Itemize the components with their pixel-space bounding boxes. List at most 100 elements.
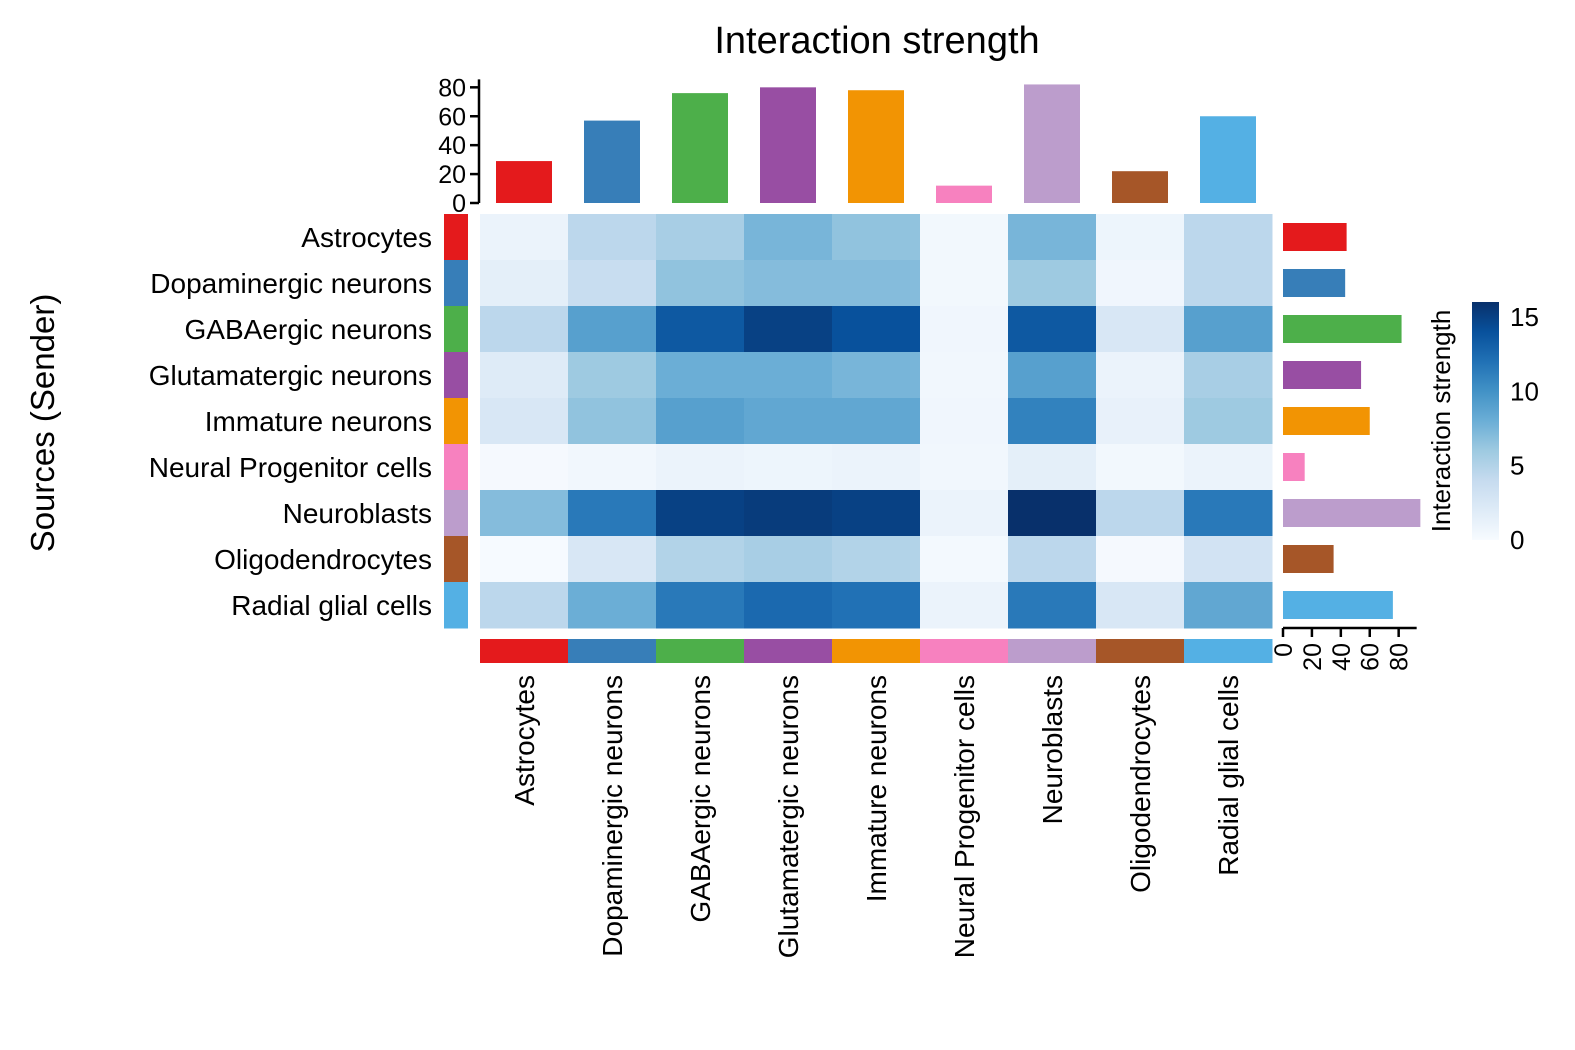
heatmap-cell — [1096, 214, 1185, 261]
column-labels: Astrocytes Dopaminergic neurons GABAergic … — [509, 675, 1244, 958]
top-axis-tick-label: 40 — [438, 132, 466, 160]
row-label-gabaergic-neurons: GABAergic neurons — [185, 314, 432, 345]
y-axis-title: Sources (Sender) — [24, 294, 61, 553]
column-color-strip — [480, 639, 1273, 663]
heatmap-cell — [1184, 536, 1273, 583]
heatmap-cell — [480, 582, 569, 629]
column-label-astrocytes: Astrocytes — [509, 675, 540, 806]
heatmap-cell — [744, 490, 833, 537]
legend-title: Interaction strength — [1426, 310, 1456, 533]
column-color-dopaminergic-neurons — [568, 639, 657, 663]
heatmap-cell — [656, 582, 745, 629]
row-label-radial-glial-cells: Radial glial cells — [231, 590, 432, 621]
heatmap-cell — [480, 306, 569, 353]
right-bar-chart: 0 20 40 60 80 — [1270, 223, 1421, 671]
heatmap-cell — [1008, 582, 1097, 629]
top-bar-gabaergic-neurons — [672, 93, 728, 203]
heatmap-cell — [920, 536, 1009, 583]
heatmap-cell — [920, 398, 1009, 445]
heatmap-cell — [920, 582, 1009, 629]
heatmap-cell — [832, 444, 921, 491]
heatmap-cell — [920, 444, 1009, 491]
top-bar-glutamatergic-neurons — [760, 87, 816, 203]
row-color-immature-neurons — [444, 398, 468, 445]
right-bar-neuroblasts — [1283, 499, 1421, 527]
column-color-neuroblasts — [1008, 639, 1097, 663]
column-label-gabaergic-neurons: GABAergic neurons — [685, 675, 716, 922]
right-axis-tick-label: 0 — [1270, 643, 1298, 657]
column-label-glutamatergic-neurons: Glutamatergic neurons — [773, 675, 804, 958]
heatmap-cell — [1096, 536, 1185, 583]
column-label-dopaminergic-neurons: Dopaminergic neurons — [597, 675, 628, 957]
column-color-immature-neurons — [832, 639, 921, 663]
heatmap-cell — [1184, 444, 1273, 491]
heatmap-cell — [480, 352, 569, 399]
heatmap-cell — [568, 444, 657, 491]
column-color-oligodendrocytes — [1096, 639, 1185, 663]
heatmap-cell — [832, 536, 921, 583]
top-bar-neural-progenitor-cells — [936, 185, 992, 203]
top-bar-immature-neurons — [848, 90, 904, 203]
heatmap-cell — [920, 260, 1009, 307]
heatmap-cell — [1184, 582, 1273, 629]
heatmap-cell — [1184, 490, 1273, 537]
column-label-radial-glial-cells: Radial glial cells — [1213, 675, 1244, 876]
heatmap-cell — [656, 444, 745, 491]
row-color-oligodendrocytes — [444, 536, 468, 583]
column-color-gabaergic-neurons — [656, 639, 745, 663]
row-color-glutamatergic-neurons — [444, 352, 468, 399]
heatmap-cell — [480, 260, 569, 307]
heatmap-cell — [568, 260, 657, 307]
right-axis-tick-label: 20 — [1299, 643, 1327, 671]
heatmap-cell — [656, 214, 745, 261]
top-bar-radial-glial-cells — [1200, 116, 1256, 203]
row-color-radial-glial-cells — [444, 582, 468, 629]
column-color-radial-glial-cells — [1184, 639, 1273, 663]
heatmap-cell — [1096, 398, 1185, 445]
row-color-strip — [444, 214, 468, 629]
row-color-neuroblasts — [444, 490, 468, 537]
heatmap-cell — [480, 444, 569, 491]
heatmap-cell — [1096, 444, 1185, 491]
heatmap-cell — [656, 260, 745, 307]
heatmap-cell — [744, 536, 833, 583]
column-color-astrocytes — [480, 639, 569, 663]
chart-title: Interaction strength — [714, 20, 1039, 62]
column-label-neuroblasts: Neuroblasts — [1037, 675, 1068, 824]
row-color-gabaergic-neurons — [444, 306, 468, 353]
row-label-neuroblasts: Neuroblasts — [283, 498, 432, 529]
right-bar-gabaergic-neurons — [1283, 315, 1402, 343]
heatmap-cell — [1008, 398, 1097, 445]
heatmap-cells — [480, 214, 1273, 629]
heatmap-cell — [1008, 490, 1097, 537]
top-bar-neuroblasts — [1024, 84, 1080, 203]
heatmap-cell — [832, 490, 921, 537]
heatmap-cell — [744, 306, 833, 353]
heatmap-cell — [1096, 352, 1185, 399]
right-bar-glutamatergic-neurons — [1283, 361, 1362, 389]
heatmap-cell — [744, 444, 833, 491]
heatmap-cell — [1184, 260, 1273, 307]
heatmap-cell — [832, 582, 921, 629]
row-color-dopaminergic-neurons — [444, 260, 468, 307]
right-bar-astrocytes — [1283, 223, 1347, 251]
right-bar-neural-progenitor-cells — [1283, 453, 1305, 481]
heatmap-cell — [568, 214, 657, 261]
legend-tick-label: 0 — [1510, 525, 1524, 555]
heatmap-cell — [480, 214, 569, 261]
heatmap-cell — [1096, 582, 1185, 629]
heatmap-cell — [1096, 306, 1185, 353]
column-label-oligodendrocytes: Oligodendrocytes — [1125, 675, 1156, 893]
heatmap-cell — [1184, 214, 1273, 261]
heatmap-cell — [744, 582, 833, 629]
row-label-glutamatergic-neurons: Glutamatergic neurons — [149, 360, 432, 391]
legend-tick-label: 15 — [1510, 302, 1539, 332]
top-axis-tick-label: 80 — [438, 74, 466, 102]
row-label-immature-neurons: Immature neurons — [205, 406, 432, 437]
heatmap-cell — [1008, 260, 1097, 307]
column-label-neural-progenitor-cells: Neural Progenitor cells — [949, 675, 980, 958]
heatmap-cell — [1184, 352, 1273, 399]
heatmap-cell — [656, 398, 745, 445]
heatmap-cell — [568, 490, 657, 537]
